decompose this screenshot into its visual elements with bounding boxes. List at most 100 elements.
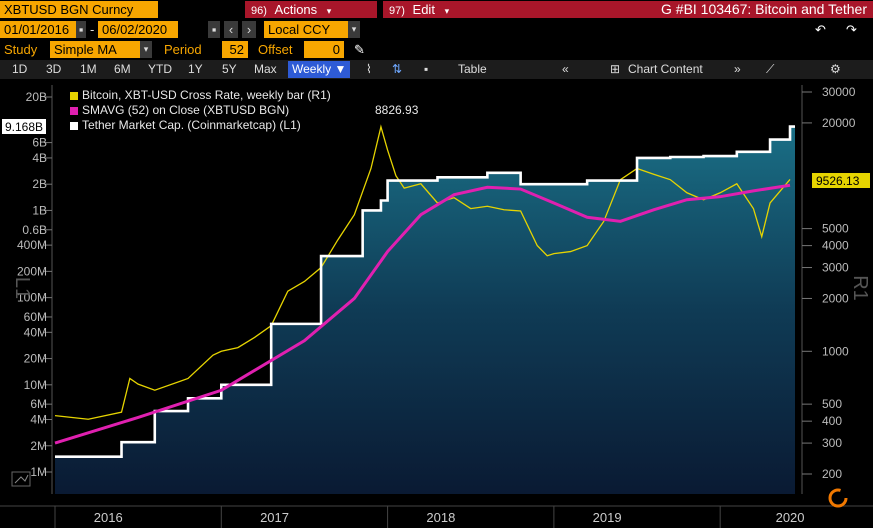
redo-icon[interactable]: ↷: [846, 22, 857, 37]
page-title: G #BI 103467: Bitcoin and Tether: [489, 1, 873, 18]
right-tick-label: 300: [822, 436, 842, 450]
collapse-left-icon[interactable]: «: [562, 62, 569, 76]
gear-icon[interactable]: ⚙: [830, 62, 841, 76]
chevron-down-icon: ▼: [334, 62, 347, 76]
right-tick-label: 500: [822, 397, 842, 411]
bar-chart-icon[interactable]: ⇅: [392, 62, 403, 76]
right-tick-label: 2000: [822, 291, 849, 305]
left-tick-label: 100M: [17, 291, 47, 305]
x-tick-label: 2018: [426, 510, 455, 525]
left-tick-label: 20B: [26, 90, 47, 104]
right-tick-label: 5000: [822, 222, 849, 236]
left-current-value-tag: 9.168B: [2, 119, 46, 134]
ticker-field[interactable]: XBTUSD BGN Curncy: [0, 1, 158, 18]
pen-icon[interactable]: ✎: [354, 42, 365, 57]
left-tick-label: 20M: [24, 352, 47, 366]
left-tick-label: 40M: [24, 325, 47, 339]
refresh-icon[interactable]: [828, 488, 848, 508]
study-select[interactable]: Simple MA: [50, 41, 144, 58]
offset-input[interactable]: 0: [304, 41, 344, 58]
left-tick-label: 4M: [30, 413, 47, 427]
undo-icon[interactable]: ↶: [815, 22, 826, 37]
tether-area: [55, 126, 795, 494]
legend-item-bitcoin[interactable]: Bitcoin, XBT-USD Cross Rate, weekly bar …: [70, 88, 331, 103]
actions-number: 96): [251, 5, 267, 17]
prev-arrow-icon[interactable]: ‹: [224, 21, 238, 38]
calendar-icon[interactable]: ▪: [208, 21, 220, 38]
frequency-label: Weekly: [292, 62, 332, 76]
chart-legend: Bitcoin, XBT-USD Cross Rate, weekly bar …: [70, 88, 418, 133]
next-arrow-icon[interactable]: ›: [242, 21, 256, 38]
legend-swatch: [70, 91, 78, 100]
actions-label: Actions: [274, 2, 318, 17]
right-tick-label: 3000: [822, 261, 849, 275]
chevron-down-icon: ▾: [444, 6, 450, 16]
range-3d[interactable]: 3D: [46, 62, 62, 76]
right-tick-label: 20000: [822, 116, 856, 130]
range-1m[interactable]: 1M: [80, 62, 97, 76]
legend-item-tether[interactable]: Tether Market Cap. (Coinmarketcap) (L1): [70, 118, 331, 133]
legend-swatch: [70, 106, 78, 115]
start-date-field[interactable]: 01/01/2016: [0, 21, 80, 38]
right-current-value-tag: 9526.13: [812, 173, 870, 188]
right-axis-title: R1: [849, 275, 871, 301]
chart-expand-icon[interactable]: [11, 471, 31, 487]
left-tick-label: 6B: [32, 136, 47, 150]
range-1y[interactable]: 1Y: [188, 62, 203, 76]
sma-series-line: [54, 183, 791, 445]
study-bar: Study Simple MA ▾ Period 52 Offset 0 ✎: [0, 40, 873, 59]
chart-toolbar: 1D 3D 1M 6M YTD 1Y 5Y Max Weekly ▼ ⌇ ⇅ ▪…: [0, 60, 873, 79]
date-separator: -: [90, 22, 95, 37]
left-tick-label: 2B: [32, 177, 47, 191]
expand-right-icon[interactable]: »: [734, 62, 741, 76]
chart-content-icon: ⊞: [610, 62, 621, 76]
range-5y[interactable]: 5Y: [222, 62, 237, 76]
range-1d[interactable]: 1D: [12, 62, 28, 76]
range-6m[interactable]: 6M: [114, 62, 131, 76]
range-max[interactable]: Max: [254, 62, 277, 76]
line-chart-icon[interactable]: ⌇: [366, 62, 372, 76]
period-input[interactable]: 52: [222, 41, 248, 58]
bitcoin-series-line: [54, 124, 791, 420]
right-tick-label: 200: [822, 467, 842, 481]
left-tick-label: 60M: [24, 310, 47, 324]
table-button[interactable]: Table: [458, 62, 487, 76]
left-tick-label: 200M: [17, 264, 47, 278]
currency-select[interactable]: Local CCY: [264, 21, 352, 38]
header-bar: XBTUSD BGN Curncy 96) Actions ▾ 97) Edit…: [0, 0, 873, 19]
svg-text:9.168B: 9.168B: [5, 120, 43, 134]
annotate-icon[interactable]: ⟋: [766, 62, 775, 76]
frequency-select[interactable]: Weekly ▼: [288, 61, 351, 78]
right-axis: 200 300 400 500 1000 2000 3000 4000 5000 20000 300…: [802, 85, 856, 481]
chevron-down-icon[interactable]: ▪: [424, 62, 429, 76]
right-tick-label: 4000: [822, 239, 849, 253]
chart-content-button[interactable]: Chart Content: [628, 62, 703, 76]
end-date-field[interactable]: 06/02/2020: [98, 21, 178, 38]
chevron-down-icon[interactable]: ▾: [140, 41, 152, 58]
date-range-bar: 01/01/2016 ▪ - 06/02/2020 ▪ ‹ › Local CC…: [0, 20, 873, 39]
calendar-icon[interactable]: ▪: [76, 21, 86, 38]
right-tick-label: 400: [822, 414, 842, 428]
actions-menu[interactable]: 96) Actions ▾: [245, 1, 377, 18]
left-axis-title: L1: [11, 277, 33, 299]
x-tick-label: 2016: [94, 510, 123, 525]
edit-menu[interactable]: 97) Edit ▾: [383, 1, 491, 18]
range-ytd[interactable]: YTD: [148, 62, 172, 76]
right-tick-label: 30000: [822, 85, 856, 99]
period-label: Period: [164, 42, 202, 57]
left-tick-label: 10M: [24, 378, 47, 392]
chevron-down-icon: ▾: [326, 6, 332, 16]
chevron-down-icon[interactable]: ▾: [348, 21, 360, 38]
edit-number: 97): [389, 5, 405, 17]
legend-swatch: [70, 121, 78, 130]
legend-item-sma[interactable]: SMAVG (52) on Close (XBTUSD BGN) 8826.93: [70, 103, 418, 118]
x-axis: 2016 2017 2018 2019 2020: [54, 506, 805, 528]
legend-sma-value: 8826.93: [375, 103, 419, 117]
left-tick-label: 1M: [30, 465, 47, 479]
x-tick-label: 2020: [776, 510, 805, 525]
edit-label: Edit: [412, 2, 435, 17]
grid-lines: [0, 85, 873, 507]
x-tick-label: 2019: [593, 510, 622, 525]
